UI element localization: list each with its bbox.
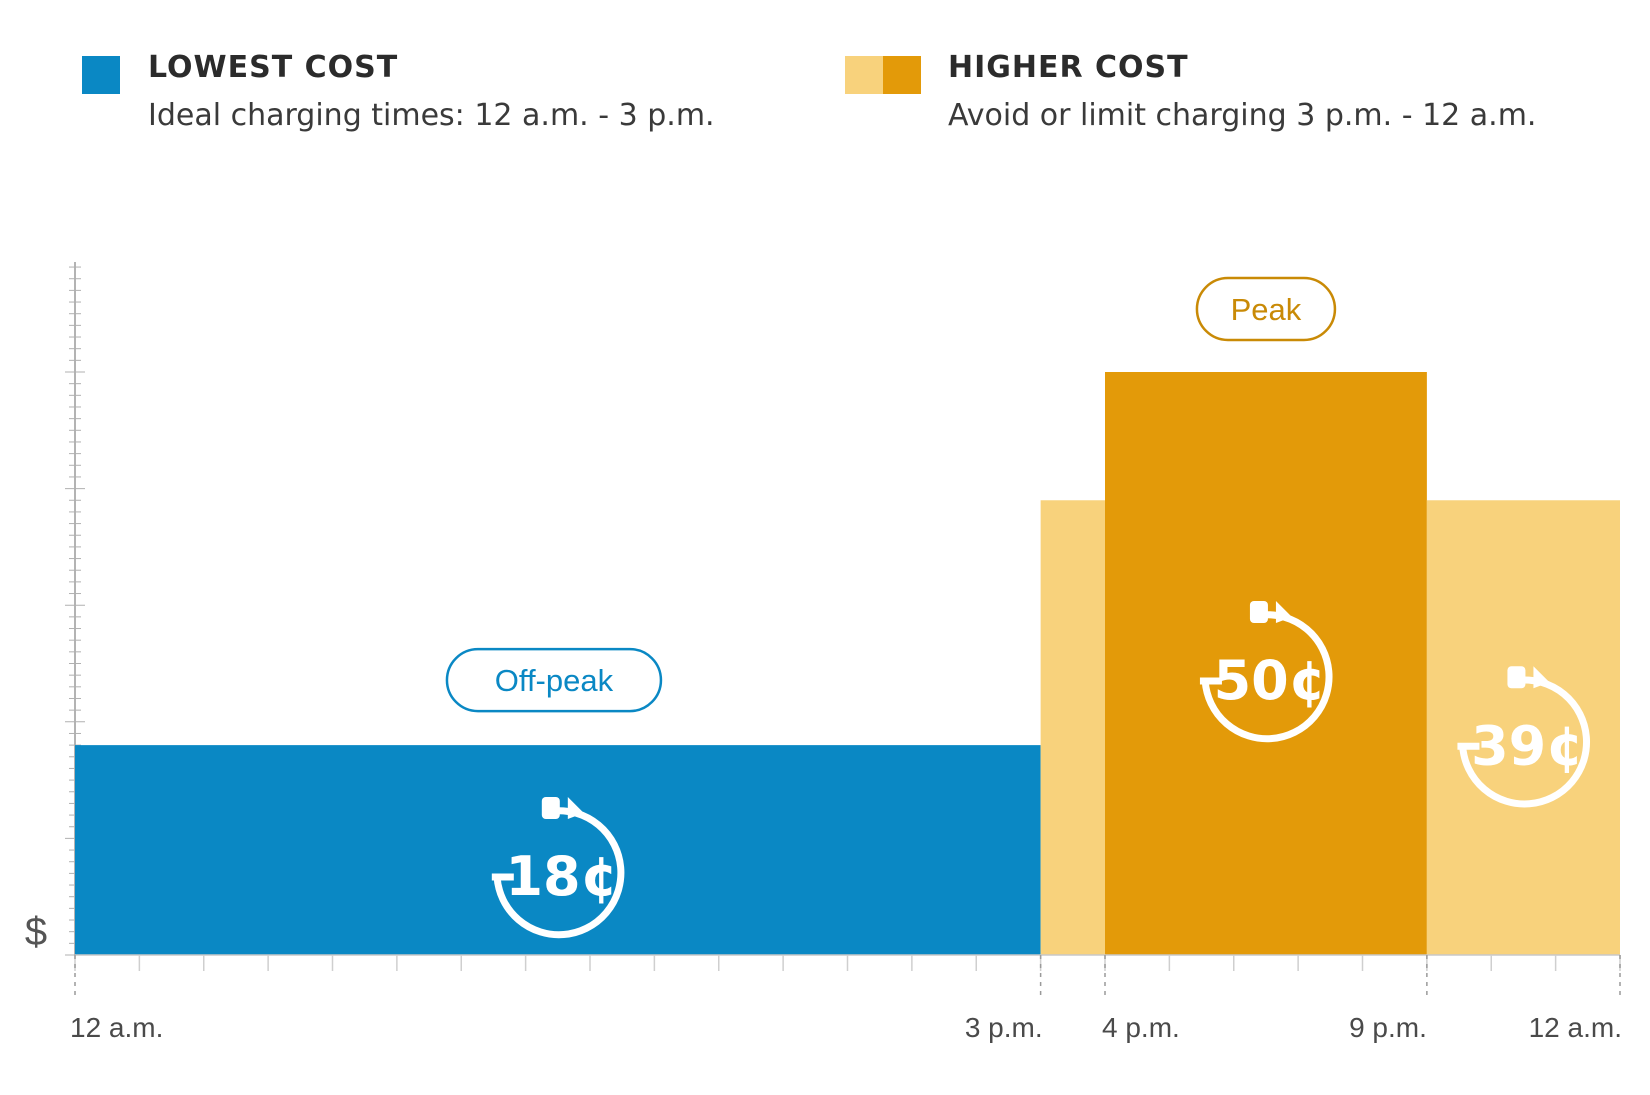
- legend-swatch-light-orange: [845, 56, 883, 94]
- price-label: 18¢: [505, 845, 618, 908]
- charging-cycle-icon: [493, 807, 625, 939]
- plug-icon: [1249, 601, 1268, 623]
- legend-swatch-dark-orange: [883, 56, 921, 94]
- legend-lowest-title: LOWEST COST: [148, 50, 399, 85]
- bar-peak: [1105, 372, 1427, 955]
- x-tick-label: 12 a.m.: [70, 1012, 163, 1043]
- bar-off-peak: [75, 745, 1041, 955]
- x-tick-label: 9 p.m.: [1349, 1012, 1427, 1043]
- plug-arrow-icon: [567, 797, 584, 819]
- tag-label: Off-peak: [495, 663, 614, 698]
- legend-higher-desc: Avoid or limit charging 3 p.m. - 12 a.m.: [948, 98, 1537, 133]
- price-label: 50¢: [1214, 649, 1327, 712]
- plug-icon: [1507, 666, 1526, 689]
- charging-cycle-icon: [1459, 676, 1591, 808]
- tag-peak: [1195, 276, 1337, 342]
- legend-swatch-blue: [82, 56, 120, 94]
- plug-arrow-icon: [1275, 601, 1292, 623]
- legend-higher-title: HIGHER COST: [948, 50, 1189, 85]
- x-tick-label: 12 a.m.: [1529, 1012, 1622, 1043]
- plug-arrow-icon: [1533, 666, 1550, 689]
- tag-label: Peak: [1231, 292, 1302, 327]
- y-axis-label: $: [25, 910, 47, 954]
- price-label: 39¢: [1471, 714, 1584, 777]
- bar-segment-1: [1040, 500, 1105, 955]
- x-tick-label: 3 p.m.: [965, 1012, 1043, 1043]
- tag-off-peak: [445, 647, 663, 713]
- charging-cycle-icon: [1201, 611, 1333, 743]
- plug-icon: [541, 797, 560, 819]
- legend-lowest-desc: Ideal charging times: 12 a.m. - 3 p.m.: [148, 98, 715, 133]
- x-tick-label: 4 p.m.: [1102, 1012, 1180, 1043]
